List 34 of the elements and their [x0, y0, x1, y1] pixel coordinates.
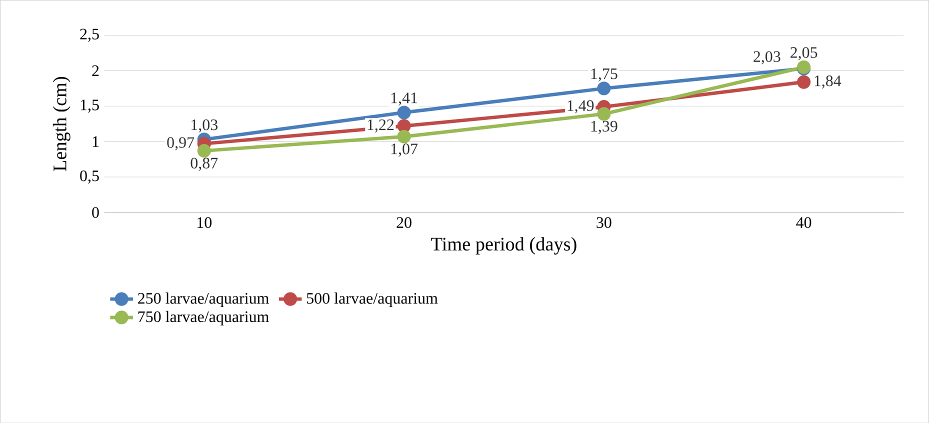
x-tick-label: 10	[198, 217, 212, 228]
data-label: 1,84	[814, 75, 842, 88]
legend-label: 250 larvae/aquarium	[138, 292, 269, 307]
data-label: 0,87	[190, 158, 218, 171]
y-tick-label: 2,5	[80, 28, 99, 42]
y-tick-label: 2	[92, 65, 99, 76]
legend-label: 500 larvae/aquarium	[307, 292, 438, 307]
x-tick-label: 40	[796, 217, 812, 228]
x-tick-label: 30	[596, 217, 612, 228]
data-label: 1,22	[368, 119, 394, 132]
point	[397, 119, 411, 133]
point	[597, 106, 611, 121]
y-tick-label: 0	[92, 206, 99, 218]
data-label: 1,03	[192, 119, 218, 132]
data-label: 0,97	[167, 137, 194, 150]
point	[597, 81, 611, 96]
x-tick-label: 20	[396, 217, 412, 228]
y-tick-label: 1	[92, 136, 99, 147]
point	[397, 106, 411, 120]
y-tick-label: 1,5	[80, 99, 99, 113]
data-label: 1,49	[568, 100, 594, 114]
x-axis-title: Time period (days)	[431, 236, 576, 254]
point	[197, 144, 211, 158]
data-label: 2,05	[790, 46, 818, 60]
data-label: 2,03	[754, 51, 780, 64]
data-label: 1,39	[591, 120, 618, 134]
data-label: 1,07	[391, 143, 418, 157]
point	[797, 75, 811, 89]
point	[397, 130, 411, 144]
legend-label: 750 larvae/aquarium	[138, 310, 269, 326]
data-label: 1,75	[591, 68, 618, 82]
y-tick-label: 0,5	[80, 170, 99, 184]
y-axis-title: Length (cm)	[52, 76, 70, 171]
data-label: 1,41	[391, 92, 418, 106]
